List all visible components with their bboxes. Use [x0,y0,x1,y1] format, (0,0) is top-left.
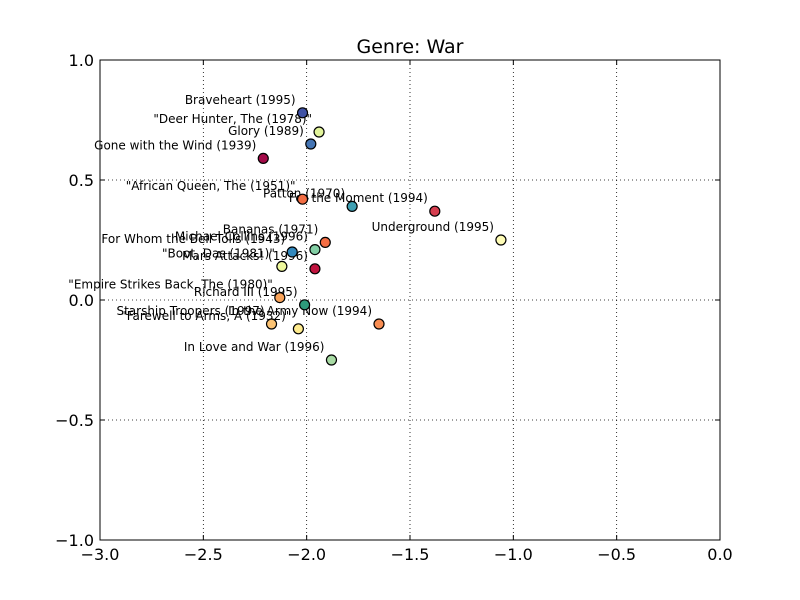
data-point [309,244,321,256]
point-label: Bananas (1971) [223,222,318,236]
data-point [299,299,311,311]
point-label: Starship Troopers (1997) [116,304,264,318]
data-point [313,126,325,138]
data-point [296,193,309,205]
x-tick-label: −2.5 [184,545,223,564]
data-point [286,246,298,258]
point-label: "Farewell to Arms, A (1932)" [121,309,291,323]
plot-area-frame [99,59,721,541]
point-label: For the Moment (1994) [289,191,428,205]
point-label: "Boot, Das (1981)" [162,246,275,260]
point-label: Gone with the Wind (1939) [94,138,256,152]
point-label: For Whom the Bell Tolls (1943) [101,232,285,246]
x-tick-label: −2.0 [287,545,326,564]
data-point [296,107,309,119]
y-tick-label: −1.0 [55,531,94,550]
x-tick-label: −3.0 [81,545,120,564]
point-label: Underground (1995) [372,220,494,234]
axis-ticks: −3.0 −2.5 −2.0 −1.5 −1.0 −0.5 0.0 1.0 0.5 0.0 −0.5… [55,51,733,564]
point-label: In Love and War (1996) [184,340,325,354]
point-label: Glory (1989) [228,124,304,138]
data-point [276,260,288,272]
data-point [305,138,317,150]
y-tick-label: 0.0 [69,291,94,310]
point-label: "African Queen, The (1951)" [126,179,296,193]
y-tick-label: 1.0 [69,51,94,70]
grid [99,59,721,541]
chart-title: Genre: War [356,36,463,58]
point-label: "Deer Hunter, The (1978)" [153,112,312,126]
point-label: "Empire Strikes Back, The (1980)" [68,278,273,292]
data-point [265,318,278,330]
x-tick-label: −0.5 [597,545,636,564]
y-tick-label: −0.5 [55,411,94,430]
x-tick-label: 0.0 [707,545,732,564]
point-label: Braveheart (1995) [185,93,296,107]
data-point [325,354,338,366]
point-label: Michael Collins (1996) [175,230,308,244]
data-point [373,318,385,330]
data-point [309,263,321,275]
x-tick-label: −1.5 [391,545,430,564]
data-point [292,323,304,335]
point-label: Mars Attacks! (1996) [182,249,308,263]
data-points [257,107,507,366]
data-point [346,200,358,212]
data-point [429,205,441,217]
point-labels: Braveheart (1995) "Deer Hunter, The (1978… [68,93,494,354]
data-point [257,152,269,164]
point-label: Patton (1970) [263,186,345,200]
x-tick-label: −1.0 [494,545,533,564]
point-label: Richard III (1995) [194,285,298,299]
data-point [495,234,507,246]
y-tick-label: 0.5 [69,171,94,190]
point-label: In the Army Now (1994) [228,304,372,318]
data-point [319,236,331,248]
data-point [274,292,286,304]
